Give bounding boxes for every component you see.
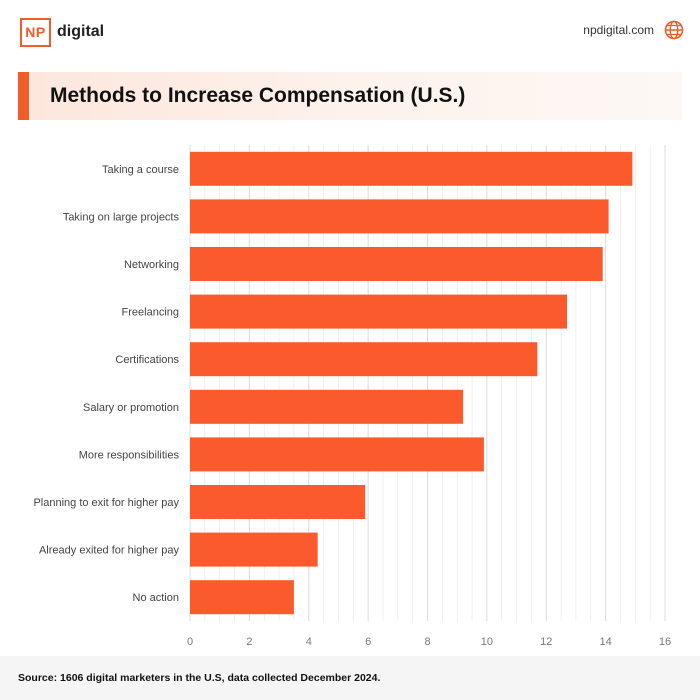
bar [190,247,603,281]
logo-mark: NP [20,17,51,47]
bars [190,151,633,615]
x-tick-label: 2 [246,636,252,648]
title-accent-bar [18,72,29,120]
category-label: More responsibilities [79,449,180,461]
x-tick-label: 12 [540,636,552,648]
category-label: Networking [124,259,179,271]
x-tick-label: 6 [365,636,371,648]
x-tick-label: 16 [659,636,671,648]
chart-title: Methods to Increase Compensation (U.S.) [50,84,466,107]
bar [190,532,318,567]
category-label: Planning to exit for higher pay [33,497,179,509]
category-labels: Taking a course Taking on large projects N… [33,164,179,604]
x-tick-label: 8 [424,636,430,648]
category-label: Freelancing [122,307,179,319]
bar [190,342,538,377]
x-tick-labels: 0 2 4 6 8 10 12 14 16 [187,636,671,648]
category-label: Taking on large projects [63,211,180,223]
source-note: Source: 1606 digital marketers in the U.… [18,672,381,684]
bar [190,199,609,234]
x-tick-label: 10 [481,636,493,648]
category-label: Taking a course [102,164,179,176]
bar-chart: Taking a course Taking on large projects N… [33,145,671,648]
category-label: Salary or promotion [83,402,179,414]
header: NP digital npdigital.com [0,0,700,62]
bar [190,151,633,186]
logo-text: digital [57,23,105,40]
category-label: No action [133,592,179,604]
footer-band [0,656,700,700]
bar [190,389,464,424]
x-tick-label: 4 [306,636,312,648]
bar [190,485,366,519]
bar [190,294,568,329]
title-band [18,72,682,120]
globe-icon[interactable] [664,20,684,40]
bar [190,580,294,615]
category-label: Certifications [115,354,179,366]
site-url[interactable]: npdigital.com [583,23,654,37]
np-digital-logo[interactable]: NP digital [20,17,104,47]
category-label: Already exited for higher pay [39,545,180,557]
bar [190,437,484,472]
x-tick-label: 14 [600,636,612,648]
x-tick-label: 0 [187,636,193,648]
